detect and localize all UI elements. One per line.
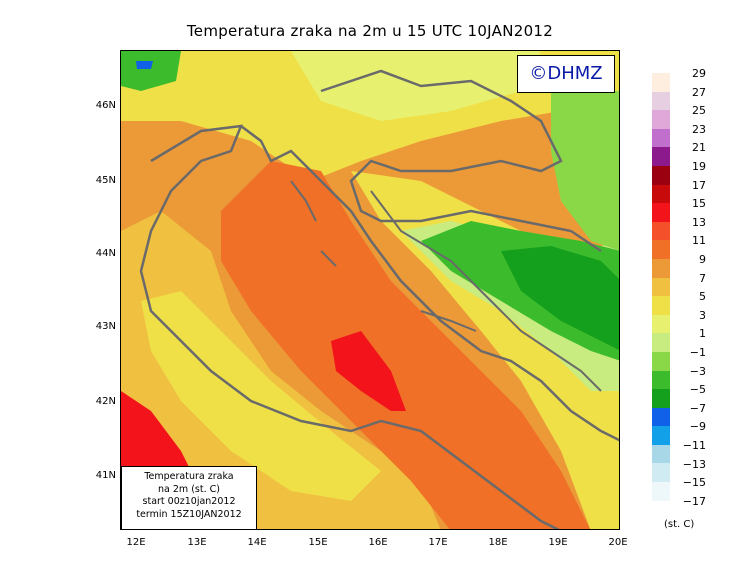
colorbar-swatch (652, 165, 670, 185)
island-outline-2 (420, 310, 477, 332)
colorbar-label: 21 (692, 141, 706, 155)
colorbar-label: −1 (689, 346, 706, 359)
colorbar-label: 3 (699, 308, 706, 322)
coastline-italy (139, 124, 560, 529)
colorbar-swatch (652, 184, 670, 204)
lat-label: 45N (95, 175, 116, 186)
colorbar-label: −9 (689, 420, 706, 434)
info-line-2: na 2m (st. C) (158, 483, 220, 495)
colorbar-label: 25 (692, 104, 706, 118)
colorbar-label: 7 (699, 271, 706, 285)
info-line-3: start 00z10jan2012 (142, 496, 236, 507)
colorbar-swatch (652, 314, 670, 334)
field-yellow-italy (121, 211, 441, 529)
colorbar-label: −5 (689, 383, 706, 397)
lon-label: 16E (368, 537, 388, 548)
border-bosnia (370, 190, 602, 392)
field-lightyellow-north (291, 51, 541, 121)
lat-label: 43N (95, 321, 116, 332)
colorbar-label: 5 (699, 290, 706, 304)
colorbar-swatch (652, 351, 670, 371)
lon-label: 18E (488, 537, 508, 548)
colorbar-label: 29 (692, 67, 706, 80)
lon-label: 17E (428, 537, 448, 548)
colorbar-swatch (652, 463, 670, 483)
colorbar-label: 15 (692, 197, 706, 211)
colorbar (652, 73, 670, 501)
colorbar-label: 27 (692, 85, 706, 99)
colorbar-swatch (652, 221, 670, 241)
map-title: Temperatura zraka na 2m u 15 UTC 10JAN20… (186, 22, 554, 40)
lat-label: 41N (95, 470, 116, 481)
lat-label: 42N (95, 396, 116, 407)
colorbar-swatch (652, 110, 670, 129)
lat-label: 44N (95, 248, 116, 259)
colorbar-swatch (652, 91, 670, 111)
legend-info-box: Temperatura zraka na 2m (st. C) start 00… (121, 466, 257, 529)
temperature-field-map (121, 51, 619, 529)
lon-label: 20E (608, 537, 628, 548)
colorbar-swatch (652, 73, 670, 92)
lon-label: 15E (308, 537, 328, 548)
colorbar-swatch (652, 147, 670, 166)
colorbar-swatch (652, 444, 670, 464)
lon-label: 19E (548, 537, 568, 548)
lon-label: 14E (247, 537, 267, 548)
field-green-east (551, 91, 619, 251)
island-outline-1 (290, 180, 317, 222)
border-croatia (320, 69, 602, 253)
field-blue-nw (136, 61, 153, 69)
map-frame: ©DHMZ Temperatura zraka na 2m (st. C) st… (120, 50, 620, 530)
colorbar-swatch (652, 407, 670, 427)
coastline-istria (240, 125, 619, 442)
colorbar-swatch (652, 203, 670, 222)
field-darkgreen-balkan (501, 246, 619, 350)
colorbar-swatch (652, 277, 670, 297)
colorbar-label: 13 (692, 215, 706, 229)
colorbar-label: 17 (692, 178, 706, 192)
field-red-adriatic (331, 331, 406, 411)
colorbar-swatch (652, 482, 670, 501)
colorbar-swatch (652, 128, 670, 148)
colorbar-swatch (652, 258, 670, 278)
island-outline-3 (320, 250, 337, 267)
colorbar-unit: (st. C) (664, 519, 695, 530)
colorbar-label: −3 (689, 364, 706, 378)
colorbar-swatch (652, 296, 670, 315)
colorbar-swatch (652, 389, 670, 408)
colorbar-label: 11 (692, 234, 706, 248)
colorbar-swatch (652, 240, 670, 259)
colorbar-label: 19 (692, 160, 706, 173)
colorbar-label: −11 (682, 439, 706, 452)
colorbar-label: −17 (682, 494, 706, 508)
colorbar-swatch (652, 370, 670, 390)
colorbar-label: −7 (689, 401, 706, 415)
colorbar-label: −13 (682, 457, 706, 471)
colorbar-label: 9 (699, 253, 706, 266)
dhmz-watermark: ©DHMZ (517, 55, 615, 93)
colorbar-swatch (652, 426, 670, 445)
lat-label: 46N (95, 100, 116, 111)
field-lightyellow-italy (141, 291, 381, 501)
info-line-1: Temperatura zraka (144, 471, 234, 482)
colorbar-swatch (652, 333, 670, 352)
info-line-4: termin 15Z10JAN2012 (136, 508, 242, 520)
colorbar-label: 1 (699, 327, 706, 341)
field-orange-adriatic (221, 161, 590, 529)
lon-label: 12E (126, 537, 146, 548)
lon-label: 13E (187, 537, 207, 548)
colorbar-label: −15 (682, 476, 706, 490)
colorbar-label: 23 (692, 122, 706, 136)
